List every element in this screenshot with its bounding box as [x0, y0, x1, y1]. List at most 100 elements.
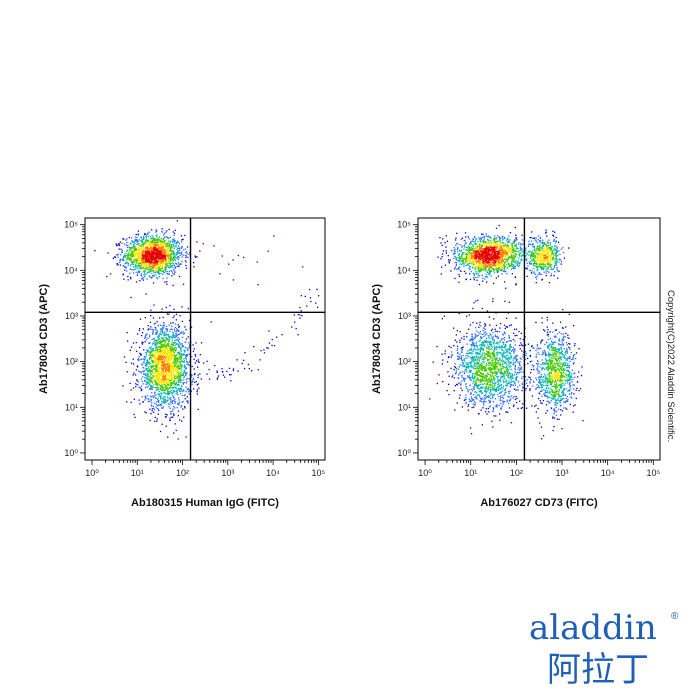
event-dot [148, 342, 150, 344]
event-dot [164, 340, 166, 342]
event-dot [180, 235, 183, 237]
event-dot [175, 378, 177, 380]
event-dot [136, 252, 139, 254]
event-dot [499, 237, 501, 239]
event-dot [152, 360, 154, 362]
event-dot [149, 351, 151, 353]
event-dot [168, 254, 170, 256]
event-dot [127, 340, 129, 342]
event-dot [175, 364, 177, 366]
event-dot [523, 351, 525, 353]
event-dot [160, 375, 162, 377]
event-dot [217, 377, 219, 379]
event-dot [174, 368, 176, 371]
event-dot [531, 346, 533, 348]
event-dot [156, 376, 158, 378]
event-dot [575, 389, 577, 391]
event-dot [144, 257, 147, 259]
event-dot [157, 360, 159, 362]
event-dot [509, 390, 511, 392]
event-dot [135, 262, 137, 264]
event-dot [149, 400, 151, 402]
event-dot [502, 403, 504, 405]
event-dot [145, 365, 147, 367]
event-dot [146, 253, 148, 255]
event-dot [546, 395, 548, 397]
event-dot [183, 332, 186, 334]
event-dot [197, 376, 199, 379]
event-dot [560, 321, 562, 323]
event-dot [164, 356, 166, 358]
event-dot [160, 359, 162, 361]
event-dot [149, 358, 151, 360]
event-dot [184, 257, 187, 259]
event-dot [515, 234, 517, 236]
event-dot [155, 352, 158, 354]
event-dot [459, 244, 461, 246]
event-dot [142, 247, 144, 249]
event-dot [484, 331, 486, 333]
event-dot [164, 245, 166, 247]
event-dot [164, 270, 167, 272]
event-dot [509, 399, 511, 401]
event-dot [181, 343, 183, 345]
event-dot [183, 358, 185, 360]
event-dot [155, 363, 157, 365]
event-dot [124, 266, 126, 268]
event-dot [143, 264, 145, 267]
event-dot [162, 324, 164, 326]
event-dot [160, 250, 162, 252]
event-dot [448, 393, 450, 396]
event-dot [143, 248, 145, 250]
event-dot [144, 317, 146, 319]
event-dot [164, 386, 166, 388]
event-dot [256, 261, 258, 263]
event-dot [575, 352, 578, 354]
event-dot [560, 333, 562, 335]
event-dot [155, 394, 157, 396]
event-dot [153, 239, 155, 241]
event-dot [166, 414, 168, 416]
event-dot [166, 236, 168, 238]
event-dot [178, 325, 181, 328]
event-dot [569, 390, 571, 392]
event-dot [155, 255, 157, 257]
event-dot [171, 259, 173, 261]
event-dot [153, 257, 155, 259]
event-dot [493, 272, 496, 274]
event-dot [172, 272, 174, 274]
event-dot [499, 322, 502, 325]
event-dot [532, 237, 534, 239]
event-dot [140, 274, 142, 276]
event-dot [149, 252, 151, 254]
event-dot [119, 260, 122, 262]
event-dot [141, 255, 143, 257]
event-dot [143, 367, 145, 369]
event-dot [168, 350, 170, 352]
event-dot [267, 250, 269, 252]
event-dot [514, 355, 517, 357]
event-dot [141, 249, 143, 251]
event-dot [191, 383, 193, 386]
event-dot [138, 329, 141, 332]
event-dot [155, 229, 157, 231]
event-dot [508, 301, 510, 303]
event-dot [155, 359, 157, 361]
event-dot [176, 359, 178, 361]
event-dot [150, 241, 153, 243]
event-dot [156, 341, 158, 343]
event-dot [169, 417, 171, 419]
event-dot [183, 371, 185, 373]
event-dot [178, 376, 181, 378]
event-dot [138, 270, 141, 272]
event-dot [158, 263, 160, 265]
event-dot [167, 390, 169, 392]
event-dot [188, 353, 190, 355]
event-dot [147, 253, 150, 255]
event-dot [168, 336, 171, 338]
event-dot [520, 358, 522, 360]
event-dot [167, 387, 169, 389]
event-dot [160, 253, 163, 255]
event-dot [156, 348, 158, 351]
event-dot [178, 247, 180, 250]
